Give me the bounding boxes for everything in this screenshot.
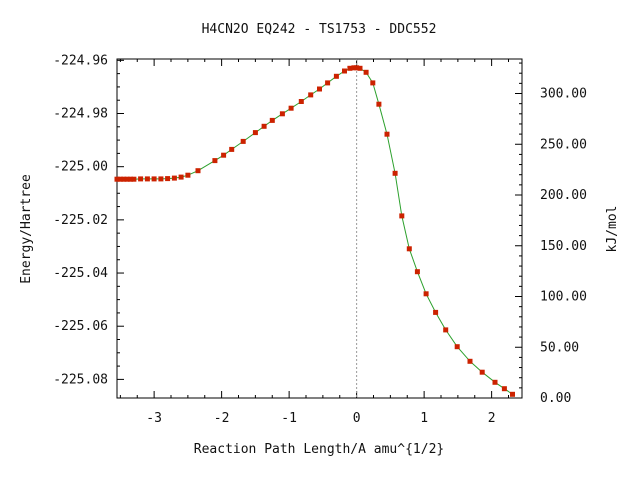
data-point [158, 176, 164, 182]
data-point [269, 117, 275, 123]
y-tick-label: -225.00 [53, 160, 108, 175]
data-point [279, 111, 285, 117]
data-point [333, 73, 339, 79]
data-point [117, 176, 123, 182]
data-point [342, 68, 347, 74]
data-point [492, 379, 498, 385]
x-tick-label: -2 [214, 411, 230, 426]
y-tick-label: -224.98 [53, 107, 108, 122]
data-point [384, 131, 390, 137]
data-point [406, 246, 412, 252]
y2-tick-label: 150.00 [540, 239, 587, 254]
data-point [298, 99, 304, 104]
series-line [117, 67, 513, 395]
data-point [354, 65, 360, 71]
y-tick-label: -225.04 [53, 266, 108, 281]
data-point [165, 176, 171, 182]
data-point [467, 358, 473, 364]
chart-title: H4CN2O EQ242 - TS1753 - DDC552 [202, 22, 437, 37]
data-point [308, 92, 314, 98]
x-tick-label: 0 [353, 411, 361, 426]
data-point [376, 101, 382, 107]
data-point [171, 175, 177, 181]
data-point [399, 213, 405, 219]
data-point [229, 146, 235, 152]
x-tick-label: 2 [488, 411, 496, 426]
data-point [131, 176, 137, 182]
data-point [357, 65, 363, 71]
data-point [128, 176, 133, 182]
data-point [114, 176, 120, 182]
y-axis-label: Energy/Hartree [19, 174, 34, 284]
data-point [392, 170, 398, 176]
y2-tick-label: 300.00 [540, 87, 587, 102]
x-tick-label: -3 [146, 411, 162, 426]
y-tick-label: -225.02 [53, 213, 108, 228]
data-point [414, 269, 420, 275]
plot-frame [116, 58, 523, 399]
y-tick-label: -225.08 [53, 372, 108, 387]
data-point [443, 327, 449, 333]
x-axis-label: Reaction Path Length/A amu^{1/2} [194, 442, 444, 457]
data-point [317, 86, 322, 92]
data-point [151, 176, 157, 182]
data-point [479, 369, 485, 375]
data-point [212, 158, 218, 164]
data-point [178, 174, 184, 180]
y2-tick-label: 100.00 [540, 290, 587, 305]
data-point [347, 65, 353, 71]
data-point [351, 65, 357, 71]
y2-tick-label: 50.00 [540, 340, 579, 355]
data-point [501, 386, 507, 392]
data-point [144, 176, 150, 182]
data-point [510, 391, 515, 397]
series-line-layer [117, 67, 513, 395]
data-point [138, 176, 144, 182]
data-point [221, 152, 227, 158]
data-point [288, 105, 294, 111]
data-point [240, 138, 246, 144]
data-point [370, 80, 376, 86]
data-point [195, 168, 201, 174]
data-point [185, 172, 191, 178]
data-point [423, 291, 429, 297]
y2-tick-label: 200.00 [540, 188, 587, 203]
x-tick-label: 1 [420, 411, 428, 426]
data-point [363, 69, 369, 75]
marker-layer [114, 65, 515, 397]
y2-tick-label: 0.00 [540, 391, 571, 406]
data-point [325, 80, 331, 86]
y-tick-label: -225.06 [53, 319, 108, 334]
data-point [252, 130, 258, 136]
y-tick-label: -224.96 [53, 53, 108, 68]
data-point [261, 123, 267, 129]
data-point [121, 176, 127, 182]
y2-tick-label: 250.00 [540, 137, 587, 152]
tick-layer: -3 -2 -1 0 1 2 -224.96 -224.98 -225.00 -225.02 -22… [53, 53, 587, 426]
data-point [124, 176, 130, 182]
y2-axis-label: kJ/mol [605, 206, 620, 253]
data-point [433, 309, 439, 315]
data-point [454, 344, 460, 350]
x-tick-label: -1 [281, 411, 297, 426]
